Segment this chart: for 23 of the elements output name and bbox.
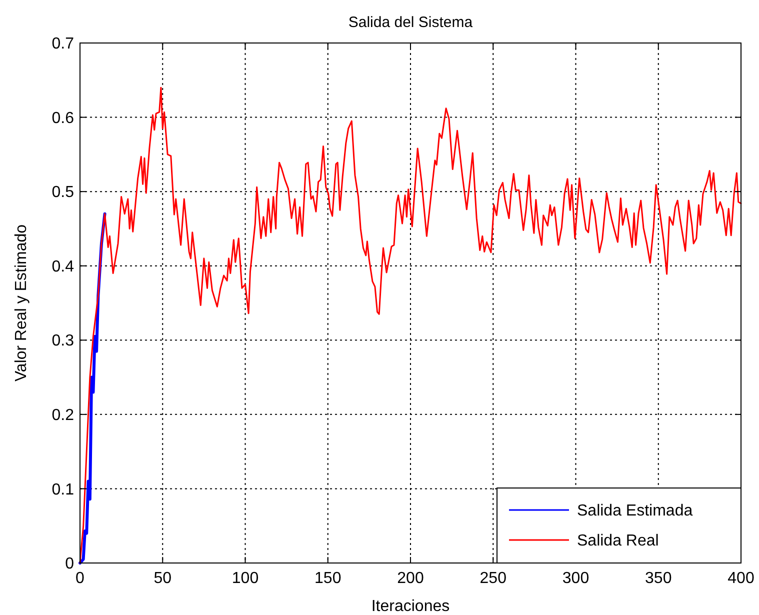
line-series	[79, 86, 742, 564]
x-tick-label: 300	[562, 570, 590, 587]
y-tick-label: 0.5	[52, 184, 74, 202]
x-tick-label: 150	[314, 570, 342, 587]
x-tick-label: 200	[397, 570, 424, 587]
y-tick-label: 0.3	[52, 332, 74, 350]
x-tick-label: 250	[480, 570, 507, 587]
y-tick-label: 0	[65, 556, 74, 573]
x-axis-title: Iteraciones	[371, 598, 450, 615]
y-tick-label: 0.4	[52, 258, 74, 276]
x-tick-label: 0	[76, 570, 85, 587]
x-tick-label: 100	[232, 570, 259, 587]
x-tick-label: 400	[728, 570, 754, 587]
y-tick-label: 0.1	[52, 481, 74, 498]
y-tick-label: 0.6	[52, 110, 74, 127]
x-tick-label: 350	[645, 570, 672, 587]
legend-label: Salida Real	[577, 532, 659, 550]
chart-title: Salida del Sistema	[348, 14, 474, 31]
y-tick-label: 0.7	[52, 36, 74, 53]
x-tick-label: 50	[154, 570, 172, 587]
legend-label: Salida Estimada	[577, 502, 693, 520]
y-tick-label: 0.2	[52, 407, 74, 424]
y-axis-title: Valor Real y Estimado	[13, 224, 30, 382]
